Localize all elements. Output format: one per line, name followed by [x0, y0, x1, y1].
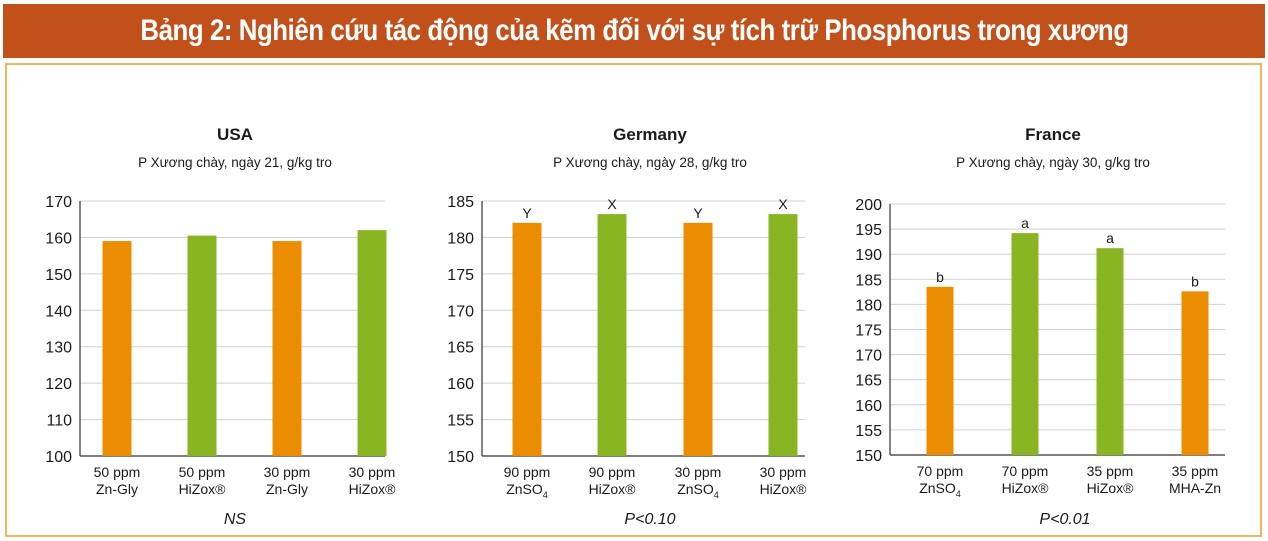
x-tick-label: 50 ppm: [179, 464, 226, 480]
y-tick-label: 120: [45, 376, 72, 393]
y-tick-label: 180: [447, 230, 474, 247]
y-tick-label: 185: [855, 272, 882, 289]
x-tick-label: HiZox®: [1002, 480, 1050, 496]
x-tick-label: 70 ppm: [1002, 463, 1049, 479]
y-tick-label: 175: [447, 267, 474, 284]
x-tick-label: MHA-Zn: [1169, 480, 1221, 496]
x-tick-label: HiZox®: [179, 481, 227, 497]
bar: [187, 235, 217, 456]
significance-letter: Y: [522, 205, 532, 221]
y-tick-label: 155: [855, 423, 882, 440]
y-tick-label: 195: [855, 222, 882, 239]
y-tick-label: 175: [855, 323, 882, 340]
y-tick-label: 160: [447, 376, 474, 393]
y-tick-label: 170: [855, 348, 882, 365]
x-tick-label: 30 ppm: [264, 464, 311, 480]
x-tick-label: 30 ppm: [675, 464, 722, 480]
y-tick-label: 165: [447, 340, 474, 357]
france-footnote: P<0.01: [1039, 511, 1091, 528]
title-banner: Bảng 2: Nghiên cứu tác động của kẽm đối …: [3, 4, 1265, 58]
france-subtitle: P Xương chày, ngày 30, g/kg tro: [956, 155, 1150, 170]
x-tick-label: HiZox®: [1087, 480, 1135, 496]
x-tick-label: HiZox®: [760, 481, 808, 497]
chart-frame: [5, 63, 1262, 537]
x-tick-label: 30 ppm: [349, 464, 396, 480]
bar: [768, 214, 798, 456]
y-tick-label: 160: [45, 230, 72, 247]
x-tick-label: 90 ppm: [504, 464, 551, 480]
bar: [926, 286, 954, 455]
significance-letter: b: [1191, 273, 1199, 289]
significance-letter: a: [1021, 215, 1029, 231]
x-tick-label: HiZox®: [589, 481, 637, 497]
bar: [1096, 248, 1124, 455]
y-tick-label: 100: [45, 449, 72, 466]
bar: [597, 214, 627, 456]
x-tick-label: 50 ppm: [94, 464, 141, 480]
y-tick-label: 185: [447, 194, 474, 211]
bar: [683, 222, 713, 456]
y-tick-label: 170: [447, 303, 474, 320]
usa-subtitle: P Xương chày, ngày 21, g/kg tro: [138, 155, 332, 170]
significance-letter: X: [607, 196, 617, 212]
significance-letter: a: [1106, 230, 1114, 246]
x-tick-label: Zn-Gly: [266, 481, 308, 497]
usa-footnote: NS: [223, 511, 247, 528]
x-tick-label: ZnSO4: [506, 481, 548, 500]
x-tick-label: 35 ppm: [1172, 463, 1219, 479]
x-tick-label: Zn-Gly: [96, 481, 138, 497]
y-tick-label: 170: [45, 194, 72, 211]
significance-letter: Y: [693, 205, 703, 221]
y-tick-label: 165: [855, 373, 882, 390]
x-tick-label: 35 ppm: [1087, 463, 1134, 479]
bar: [1181, 291, 1209, 455]
y-tick-label: 110: [46, 413, 72, 430]
y-tick-label: 150: [447, 449, 474, 466]
y-tick-label: 190: [855, 247, 882, 264]
bar: [357, 230, 387, 456]
x-tick-label: 90 ppm: [589, 464, 636, 480]
france-title: France: [1025, 125, 1081, 144]
germany-title: Germany: [613, 125, 687, 144]
x-tick-label: ZnSO4: [677, 481, 719, 500]
y-tick-label: 130: [45, 340, 72, 357]
germany-footnote: P<0.10: [624, 511, 676, 528]
y-tick-label: 200: [855, 197, 882, 214]
x-tick-label: ZnSO4: [919, 480, 961, 499]
bar: [102, 241, 132, 456]
significance-letter: b: [936, 269, 944, 285]
usa-title: USA: [217, 125, 253, 144]
germany-subtitle: P Xương chày, ngày 28, g/kg tro: [553, 155, 747, 170]
y-tick-label: 155: [447, 413, 474, 430]
bar: [272, 241, 302, 456]
y-tick-label: 180: [855, 297, 882, 314]
y-tick-label: 150: [855, 448, 882, 465]
bar: [512, 222, 542, 456]
x-tick-label: 70 ppm: [917, 463, 964, 479]
x-tick-label: 30 ppm: [760, 464, 807, 480]
x-tick-label: HiZox®: [349, 481, 397, 497]
significance-letter: X: [778, 196, 788, 212]
france-chart: 150 155 160 165 170 175 180 185 190 195 200 b 70 ppm…: [855, 197, 1225, 499]
y-tick-label: 160: [855, 398, 882, 415]
y-tick-label: 150: [45, 267, 72, 284]
banner-title: Bảng 2: Nghiên cứu tác động của kẽm đối …: [139, 14, 1129, 47]
bar: [1011, 233, 1039, 455]
y-tick-label: 140: [45, 303, 72, 320]
